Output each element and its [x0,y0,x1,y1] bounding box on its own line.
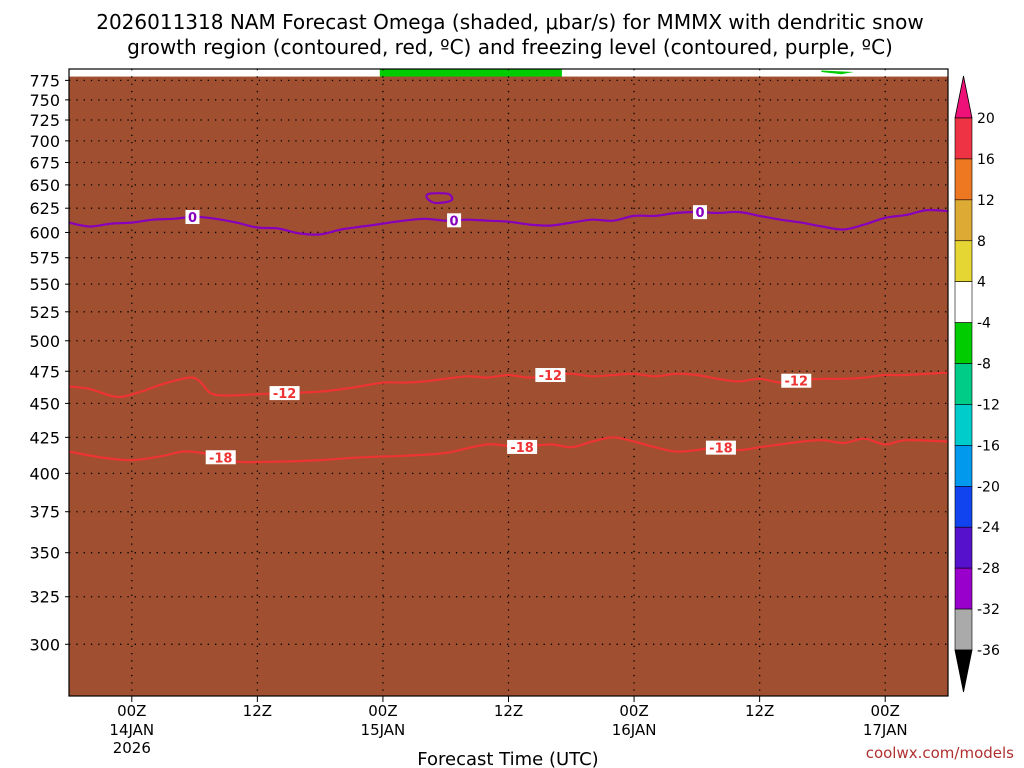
y-tick-label: 700 [29,132,60,151]
dgz-contour-label: -18 [209,451,233,466]
dgz-label-bg [705,440,736,455]
y-tick-label: 725 [29,111,60,130]
y-tick-label: 525 [29,303,60,322]
freezing-level-label-bg [692,205,707,220]
colorbar-swatch [954,445,973,487]
x-tick-label: 12Z [745,702,774,720]
x-tick-label: 00Z [368,702,397,720]
x-date-label: 14JAN [109,721,154,739]
colorbar-swatch [954,526,973,569]
colorbar-swatch [954,240,973,282]
y-tick-label: 775 [29,71,60,90]
colorbar-swatch [954,281,973,323]
x-tick-label: 00Z [117,702,146,720]
y-tick-label: 450 [29,394,60,413]
freezing-level-contour-label: 0 [450,214,459,229]
y-tick-label: 350 [29,544,60,563]
x-tick-label: 12Z [243,702,272,720]
colorbar-swatch [954,608,973,651]
y-tick-label: 475 [29,362,60,381]
x-date-label: 17JAN [863,721,908,739]
grid [69,69,948,696]
y-tick-label: 600 [29,223,60,242]
dgz-label-bg [205,450,236,465]
y-tick-label: 300 [29,635,60,654]
colorbar-label: -4 [977,316,991,332]
colorbar-swatch [954,158,973,201]
y-tick-label: 425 [29,428,60,447]
x-tick-label: 12Z [494,702,523,720]
y-tick-label: 400 [29,464,60,483]
colorbar-top-arrow [954,75,973,119]
colorbar-label: 4 [977,275,986,291]
colorbar-swatch [954,404,973,446]
dgz-contour-label: -12 [785,375,809,390]
dgz-label-bg [507,439,538,454]
y-tick-label: 325 [29,588,60,607]
freezing-level-contour-0 [69,208,948,236]
chart-title-line-1: 2026011318 NAM Forecast Omega (shaded, μ… [96,10,924,34]
credit-text: coolwx.com/models [866,744,1014,762]
contour-labels: -18 -18 -18 -12 -12 -12 0 0 0 [185,205,812,466]
colorbar-swatch [954,363,973,405]
colorbar-label: -12 [977,397,1000,413]
x-date-label: 16JAN [612,721,657,739]
colorbar-swatch [954,567,973,610]
colorbar-label: -32 [977,602,1000,618]
freezing-level-contour-label: 0 [695,206,704,221]
y-tick-label: 650 [29,176,60,195]
x-axis-title: Forecast Time (UTC) [417,749,598,768]
colorbar: 20 16 12 8 4 -4 -8 -12 -16 -20 -24 -28 -32 -36 [954,75,1000,693]
y-tick-label: 375 [29,503,60,522]
freezing-level-contour-label: 0 [188,211,197,226]
colorbar-swatch [954,322,973,364]
colorbar-bottom-arrow [954,649,973,693]
colorbar-label: -20 [977,479,1000,495]
colorbar-label: 20 [977,111,995,127]
dgz-label-bg [781,373,812,388]
y-tick-label: 550 [29,275,60,294]
colorbar-label: 8 [977,234,986,250]
freezing-level-label-bg [447,213,462,228]
y-tick-label: 625 [29,199,60,218]
dgz-contour-label: -18 [510,441,534,456]
y-tick-label: 575 [29,249,60,268]
y-tick-label: 500 [29,332,60,351]
dgz-label-bg [269,386,300,401]
omega-region-12 [821,70,854,75]
colorbar-label: -8 [977,357,991,373]
dgz-contour-label: -12 [539,369,563,384]
chart-title-line-2: growth region (contoured, red, ºC) and f… [127,35,893,59]
x-tick-label: 00Z [619,702,648,720]
dgz-label-bg [535,368,566,383]
y-tick-label: 675 [29,153,60,172]
colorbar-label: 16 [977,152,995,168]
y-axis: 300 325 350 375 400 425 450 475 500 525 550 575 600 6… [29,71,69,654]
x-year-label: 2026 [113,739,151,757]
dgz-contour-label: -18 [709,442,733,457]
colorbar-label: -28 [977,561,1000,577]
colorbar-swatch [954,486,973,528]
colorbar-label: -36 [977,643,1000,659]
colorbar-label: -16 [977,438,1000,454]
x-date-label: 15JAN [361,721,406,739]
colorbar-label: -24 [977,520,1000,536]
freezing-level-label-bg [185,210,200,225]
colorbar-swatch [954,199,973,242]
dgz-contour-label: -12 [273,387,297,402]
colorbar-swatch [954,117,973,160]
x-tick-label: 00Z [871,702,900,720]
y-tick-label: 750 [29,91,60,110]
colorbar-label: 12 [977,193,995,209]
freezing-level-contour-1 [425,192,454,205]
